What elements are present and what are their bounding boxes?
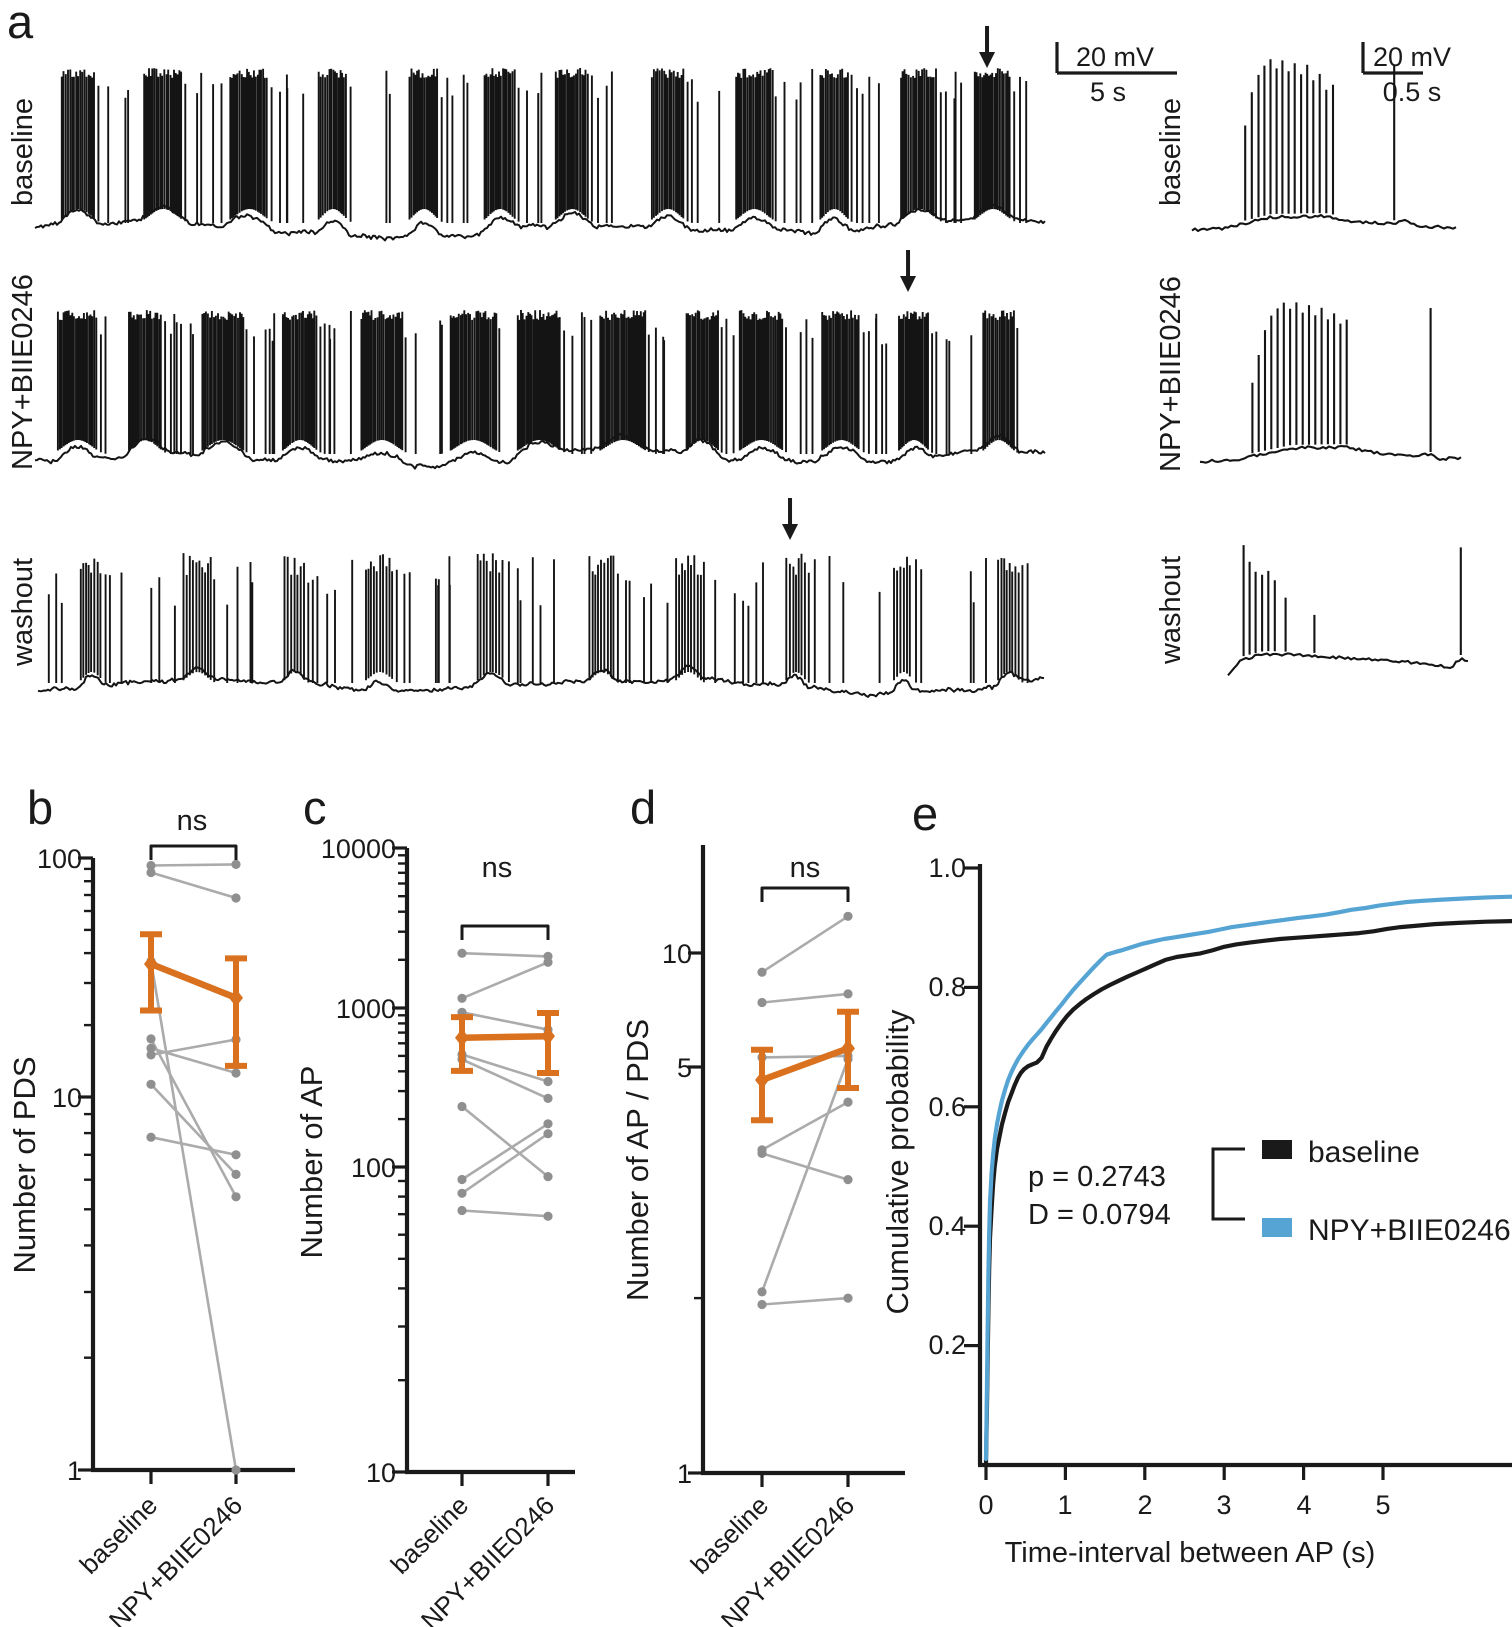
panel-e-letter: e — [912, 787, 938, 840]
panel-d-ytick-10: 10 — [662, 939, 692, 969]
panel-b-ytick-100: 100 — [37, 844, 82, 874]
panel-c-ytick-100: 100 — [351, 1153, 396, 1183]
panel-c-letter: c — [303, 781, 327, 834]
panel-c-ytick-10000: 10000 — [321, 834, 396, 864]
panel-d-letter: d — [630, 781, 656, 834]
scalebar-left-time: 5 s — [1090, 77, 1126, 107]
row-label-washout-right: washout — [1155, 556, 1187, 665]
panel-d-plot — [688, 845, 905, 1487]
legend-swatch-npy — [1262, 1218, 1292, 1237]
panel-e-ytick-0.8: 0.8 — [928, 972, 966, 1002]
panel-e-xtick-1: 1 — [1057, 1490, 1072, 1520]
panel-c-significance: ns — [482, 852, 513, 884]
row-label-npy-right: NPY+BIIE0246 — [1155, 276, 1187, 472]
legend-label-npy: NPY+BIIE0246 — [1308, 1214, 1511, 1247]
panel-b-ytick-10: 10 — [52, 1083, 82, 1113]
panel-d-cat-baseline: baseline — [685, 1490, 775, 1580]
panel-a: a baseline NPY+BIIE0246 washout baseline… — [7, 0, 1469, 698]
panel-e: e Cumulative probability 1.0 0.8 0.6 0.4… — [880, 787, 1512, 1569]
legend-comparison-bracket — [1211, 1147, 1245, 1221]
panel-e-dvalue: D = 0.0794 — [1028, 1199, 1171, 1231]
panel-c-ytick-1000: 1000 — [336, 994, 396, 1024]
panel-e-xtick-4: 4 — [1296, 1490, 1311, 1520]
scalebar-left: 20 mV 5 s — [1055, 42, 1177, 107]
panel-e-ytick-1.0: 1.0 — [928, 853, 966, 883]
panel-c-ytick-10: 10 — [366, 1458, 396, 1488]
panel-e-ytick-0.4: 0.4 — [928, 1211, 966, 1241]
scalebar-left-voltage: 20 mV — [1076, 42, 1154, 72]
panel-b-ylabel: Number of PDS — [7, 1056, 42, 1273]
panel-e-xtick-3: 3 — [1216, 1490, 1231, 1520]
panel-e-ytick-0.2: 0.2 — [928, 1330, 966, 1360]
panel-d: d Number of AP / PDS 10 5 1 ns baseline … — [620, 781, 905, 1627]
panel-d-ytick-5: 5 — [677, 1053, 692, 1083]
scalebar-right-time: 0.5 s — [1383, 77, 1442, 107]
panel-d-significance: ns — [790, 852, 821, 884]
panel-c: c Number of AP 10000 1000 100 10 ns base… — [294, 781, 575, 1627]
scalebar-right-voltage: 20 mV — [1373, 42, 1451, 72]
voltage-traces-right — [1191, 59, 1469, 676]
panel-e-xtick-5: 5 — [1375, 1490, 1390, 1520]
panel-b-letter: b — [27, 781, 53, 834]
panel-b-plot — [78, 844, 295, 1484]
panel-e-plot — [964, 864, 1512, 1480]
zoom-location-arrows — [782, 26, 996, 540]
panel-e-pvalue: p = 0.2743 — [1028, 1161, 1166, 1193]
panel-e-ytick-0.6: 0.6 — [928, 1092, 966, 1122]
row-label-baseline-right: baseline — [1155, 98, 1187, 206]
panel-b-ytick-1: 1 — [67, 1456, 82, 1486]
row-label-npy-left: NPY+BIIE0246 — [7, 274, 39, 470]
panel-b-significance: ns — [177, 805, 208, 837]
scalebar-right: 20 mV 0.5 s — [1361, 42, 1451, 107]
panel-c-cat-baseline: baseline — [385, 1490, 475, 1580]
panel-e-ylabel: Cumulative probability — [880, 1009, 915, 1314]
panel-d-ylabel: Number of AP / PDS — [620, 1019, 655, 1301]
panel-d-ytick-1: 1 — [677, 1459, 692, 1489]
row-label-baseline-left: baseline — [7, 98, 39, 206]
panel-e-xtick-0: 0 — [978, 1490, 993, 1520]
panel-b: b Number of PDS 100 10 1 ns baseline NPY… — [7, 781, 295, 1627]
panel-e-xlabel: Time-interval between AP (s) — [1005, 1537, 1376, 1569]
legend-label-baseline: baseline — [1308, 1136, 1420, 1169]
panel-e-xtick-2: 2 — [1137, 1490, 1152, 1520]
panel-c-plot — [392, 846, 575, 1486]
row-label-washout-left: washout — [7, 558, 39, 667]
panel-c-ylabel: Number of AP — [294, 1066, 329, 1259]
legend-swatch-baseline — [1262, 1140, 1292, 1159]
panel-a-letter: a — [7, 0, 34, 48]
voltage-traces-left — [34, 68, 1046, 698]
